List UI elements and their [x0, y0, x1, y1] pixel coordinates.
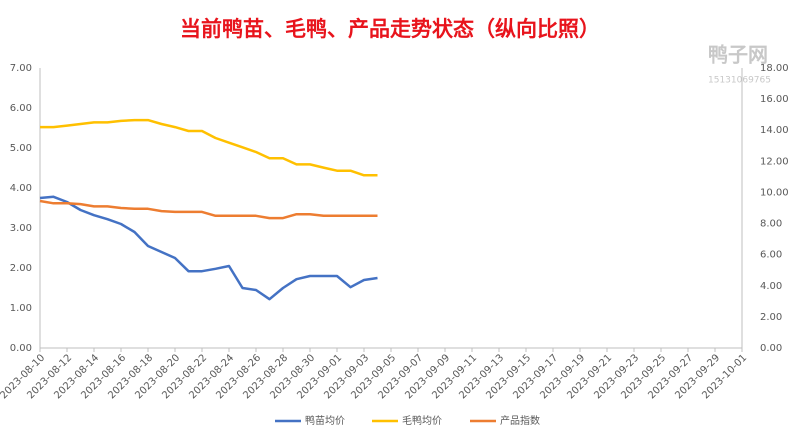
legend-label: 毛鸭均价: [402, 414, 442, 427]
legend-item: 毛鸭均价: [372, 414, 442, 427]
y2-tick-label: 16.00: [760, 94, 789, 105]
y-tick-label: 3.00: [10, 223, 32, 234]
y2-tick-label: 8.00: [760, 219, 782, 230]
legend-label: 鸭苗均价: [305, 414, 345, 427]
y-tick-label: 6.00: [10, 103, 32, 114]
y2-tick-label: 4.00: [760, 281, 782, 292]
legend-item: 鸭苗均价: [275, 414, 345, 427]
y-tick-label: 7.00: [10, 63, 32, 74]
legend-item: 产品指数: [470, 414, 540, 427]
y2-tick-label: 18.00: [760, 63, 789, 74]
y2-tick-label: 0.00: [760, 343, 782, 354]
watermark: 鸭子网 15131069765: [708, 43, 771, 86]
watermark-name: 鸭子网: [708, 43, 768, 67]
y2-tick-label: 2.00: [760, 312, 782, 323]
y-tick-label: 5.00: [10, 143, 32, 154]
y-tick-label: 4.00: [10, 183, 32, 194]
y-tick-label: 0.00: [10, 343, 32, 354]
y-tick-label: 2.00: [10, 263, 32, 274]
y2-tick-label: 12.00: [760, 156, 789, 167]
y2-tick-label: 10.00: [760, 187, 789, 198]
y2-tick-label: 14.00: [760, 125, 789, 136]
series-line: [40, 118, 378, 177]
y2-tick-label: 6.00: [760, 250, 782, 261]
chart-title: 当前鸭苗、毛鸭、产品走势状态（纵向比照）: [180, 17, 600, 41]
legend-label: 产品指数: [500, 414, 540, 427]
y-tick-label: 1.00: [10, 303, 32, 314]
series-line: [39, 195, 378, 301]
series-line: [39, 199, 378, 220]
watermark-phone: 15131069765: [708, 76, 771, 86]
